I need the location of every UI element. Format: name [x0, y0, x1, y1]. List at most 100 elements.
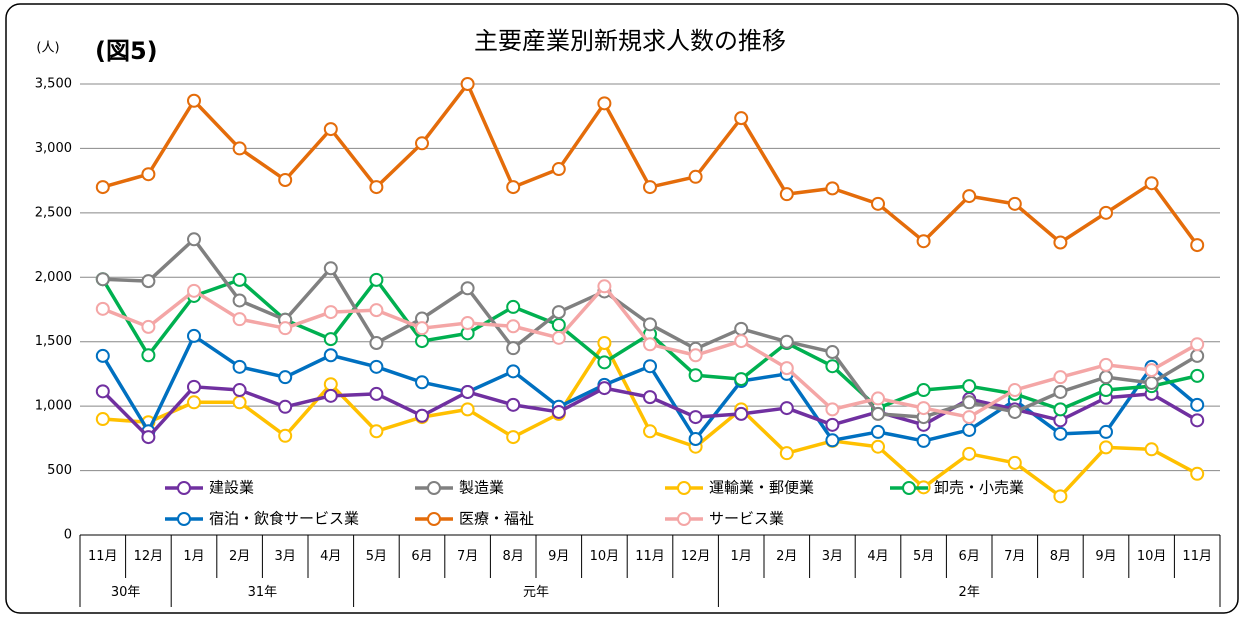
x-tick-label: 9月 — [548, 549, 569, 564]
data-point — [551, 330, 566, 345]
data-point — [415, 408, 429, 423]
data-point — [415, 136, 429, 151]
data-point — [460, 316, 475, 331]
data-point — [323, 332, 338, 347]
x-tick-label: 11月 — [1182, 549, 1212, 564]
data-point — [1053, 489, 1068, 504]
x-tick-label: 1月 — [731, 549, 752, 564]
x-tick-label: 7月 — [457, 549, 478, 564]
x-tick-label: 1月 — [183, 549, 204, 564]
data-point — [187, 328, 201, 343]
data-point — [597, 381, 612, 396]
data-point — [643, 337, 657, 352]
data-point — [95, 412, 110, 427]
data-point — [232, 395, 247, 410]
data-point — [643, 317, 657, 332]
data-point — [1099, 424, 1113, 439]
data-point — [734, 321, 749, 336]
year-label: 2年 — [959, 585, 980, 600]
data-point — [141, 167, 156, 182]
year-label: 元年 — [523, 585, 549, 600]
data-point — [95, 180, 110, 195]
legend-marker — [677, 481, 691, 495]
data-point — [871, 424, 885, 439]
data-point — [415, 321, 429, 336]
data-point — [95, 301, 110, 316]
year-label: 30年 — [111, 585, 141, 600]
y-tick-label: 2,000 — [35, 270, 72, 285]
data-point — [187, 93, 201, 108]
data-point — [506, 364, 521, 379]
data-point — [415, 334, 429, 349]
y-tick-label: 1,000 — [35, 399, 72, 414]
data-point — [825, 181, 840, 196]
data-point — [1099, 357, 1113, 372]
data-point — [779, 361, 794, 376]
chart-title: 主要産業別新規求人数の推移 — [474, 27, 786, 55]
legend-label: 運輸業・郵便業 — [709, 479, 814, 497]
data-point — [506, 397, 521, 412]
year-label: 31年 — [248, 585, 278, 600]
data-point — [1053, 426, 1068, 441]
x-tick-label: 6月 — [959, 549, 980, 564]
data-point — [460, 384, 475, 399]
data-point — [597, 336, 612, 351]
data-point — [1007, 196, 1022, 211]
x-tick-label: 4月 — [320, 549, 341, 564]
y-tick-label: 3,000 — [35, 141, 72, 156]
data-point — [323, 377, 338, 392]
data-point — [962, 379, 977, 394]
data-point — [278, 399, 293, 414]
data-point — [1190, 413, 1205, 428]
data-point — [734, 372, 749, 387]
legend-marker — [177, 512, 191, 526]
x-tick-label: 10月 — [590, 549, 620, 564]
y-tick-label: 1,500 — [35, 334, 72, 349]
data-point — [1099, 440, 1113, 455]
data-point — [232, 141, 247, 156]
data-point — [460, 281, 475, 296]
legend-marker — [902, 481, 916, 495]
data-point — [187, 283, 201, 298]
data-point — [962, 395, 977, 410]
data-point — [369, 336, 384, 351]
y-tick-label: 2,500 — [35, 205, 72, 220]
data-point — [688, 410, 703, 425]
x-tick-label: 10月 — [1137, 549, 1167, 564]
x-tick-label: 8月 — [503, 549, 524, 564]
data-point — [871, 391, 885, 406]
x-tick-label: 9月 — [1095, 549, 1116, 564]
data-point — [825, 402, 840, 417]
legend-label: 建設業 — [209, 479, 254, 497]
data-point — [1144, 176, 1159, 191]
data-point — [643, 180, 657, 195]
x-tick-label: 5月 — [366, 549, 387, 564]
data-point — [141, 319, 156, 334]
data-point — [643, 390, 657, 405]
data-point — [1190, 337, 1205, 352]
data-point — [1099, 383, 1113, 398]
data-point — [506, 430, 521, 445]
data-point — [506, 299, 521, 314]
legend-label: 宿泊・飲食サービス業 — [209, 510, 359, 528]
data-point — [369, 359, 384, 374]
y-unit: (人) — [36, 41, 59, 56]
y-tick-label: 3,500 — [35, 77, 72, 92]
data-point — [369, 386, 384, 401]
legend-marker — [677, 512, 691, 526]
data-point — [1007, 404, 1022, 419]
data-point — [916, 401, 931, 416]
data-point — [141, 430, 156, 445]
data-point — [597, 355, 612, 370]
data-point — [232, 272, 247, 287]
data-point — [1053, 402, 1068, 417]
data-point — [323, 348, 338, 363]
data-point — [779, 401, 794, 416]
data-point — [688, 169, 703, 184]
data-point — [187, 395, 201, 410]
data-point — [962, 410, 977, 425]
data-point — [95, 272, 110, 287]
legend-marker — [427, 512, 441, 526]
data-point — [1190, 397, 1205, 412]
data-point — [962, 422, 977, 437]
